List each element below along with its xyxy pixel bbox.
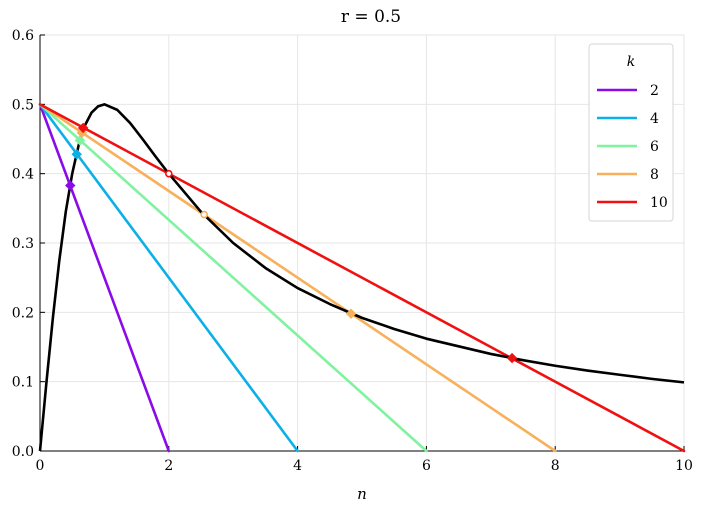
- y-tick-label: 0.0: [12, 444, 34, 460]
- plot-area: [38, 103, 686, 453]
- series-line-k6: [38, 103, 428, 453]
- x-tick-label: 0: [36, 458, 45, 474]
- tick-labels: 0 2 4 6 8 10 0.0 0.1 0.2 0.3 0.4 0.5 0.6: [12, 28, 693, 474]
- x-tick-label: 10: [675, 458, 693, 474]
- legend-label-k6: 6: [650, 139, 659, 155]
- legend-label-k2: 2: [650, 83, 659, 99]
- series-line-k8: [38, 103, 557, 453]
- marker-diamond-k6: [74, 135, 86, 146]
- legend: k 2 4 6 8 10: [588, 43, 674, 222]
- legend-label-k10: 10: [650, 195, 668, 211]
- grid: [39, 34, 685, 452]
- marker-diamond-k8: [345, 308, 357, 319]
- y-tick-label: 0.2: [12, 305, 34, 321]
- x-axis-label: n: [357, 485, 367, 503]
- legend-title: k: [627, 54, 635, 70]
- y-tick-label: 0.5: [12, 97, 34, 113]
- curve-line: [38, 103, 685, 452]
- y-tick-label: 0.6: [12, 28, 34, 44]
- x-tick-label: 6: [422, 458, 431, 474]
- legend-box: [588, 43, 674, 222]
- series-line-k10: [38, 103, 686, 453]
- marker-diamond-k10: [506, 352, 518, 364]
- legend-label-k4: 4: [650, 111, 659, 127]
- series-line-k2: [38, 103, 171, 453]
- series-line-k4: [38, 103, 299, 453]
- x-tick-label: 8: [551, 458, 560, 474]
- x-tick-label: 4: [293, 458, 302, 474]
- marker-circle-k8: [200, 210, 209, 219]
- chart-title: r = 0.5: [341, 7, 401, 27]
- marker-diamond-k10: [77, 122, 89, 134]
- x-tick-label: 2: [164, 458, 173, 474]
- y-tick-label: 0.1: [12, 375, 34, 391]
- marker-diamond-k2: [65, 180, 76, 191]
- marker-diamond-k4: [71, 149, 82, 160]
- y-tick-label: 0.4: [12, 167, 34, 183]
- y-tick-label: 0.3: [12, 236, 34, 252]
- legend-label-k8: 8: [650, 167, 659, 183]
- legend-items: 2 4 6 8 10: [597, 83, 668, 211]
- marker-circle-k10: [165, 169, 173, 178]
